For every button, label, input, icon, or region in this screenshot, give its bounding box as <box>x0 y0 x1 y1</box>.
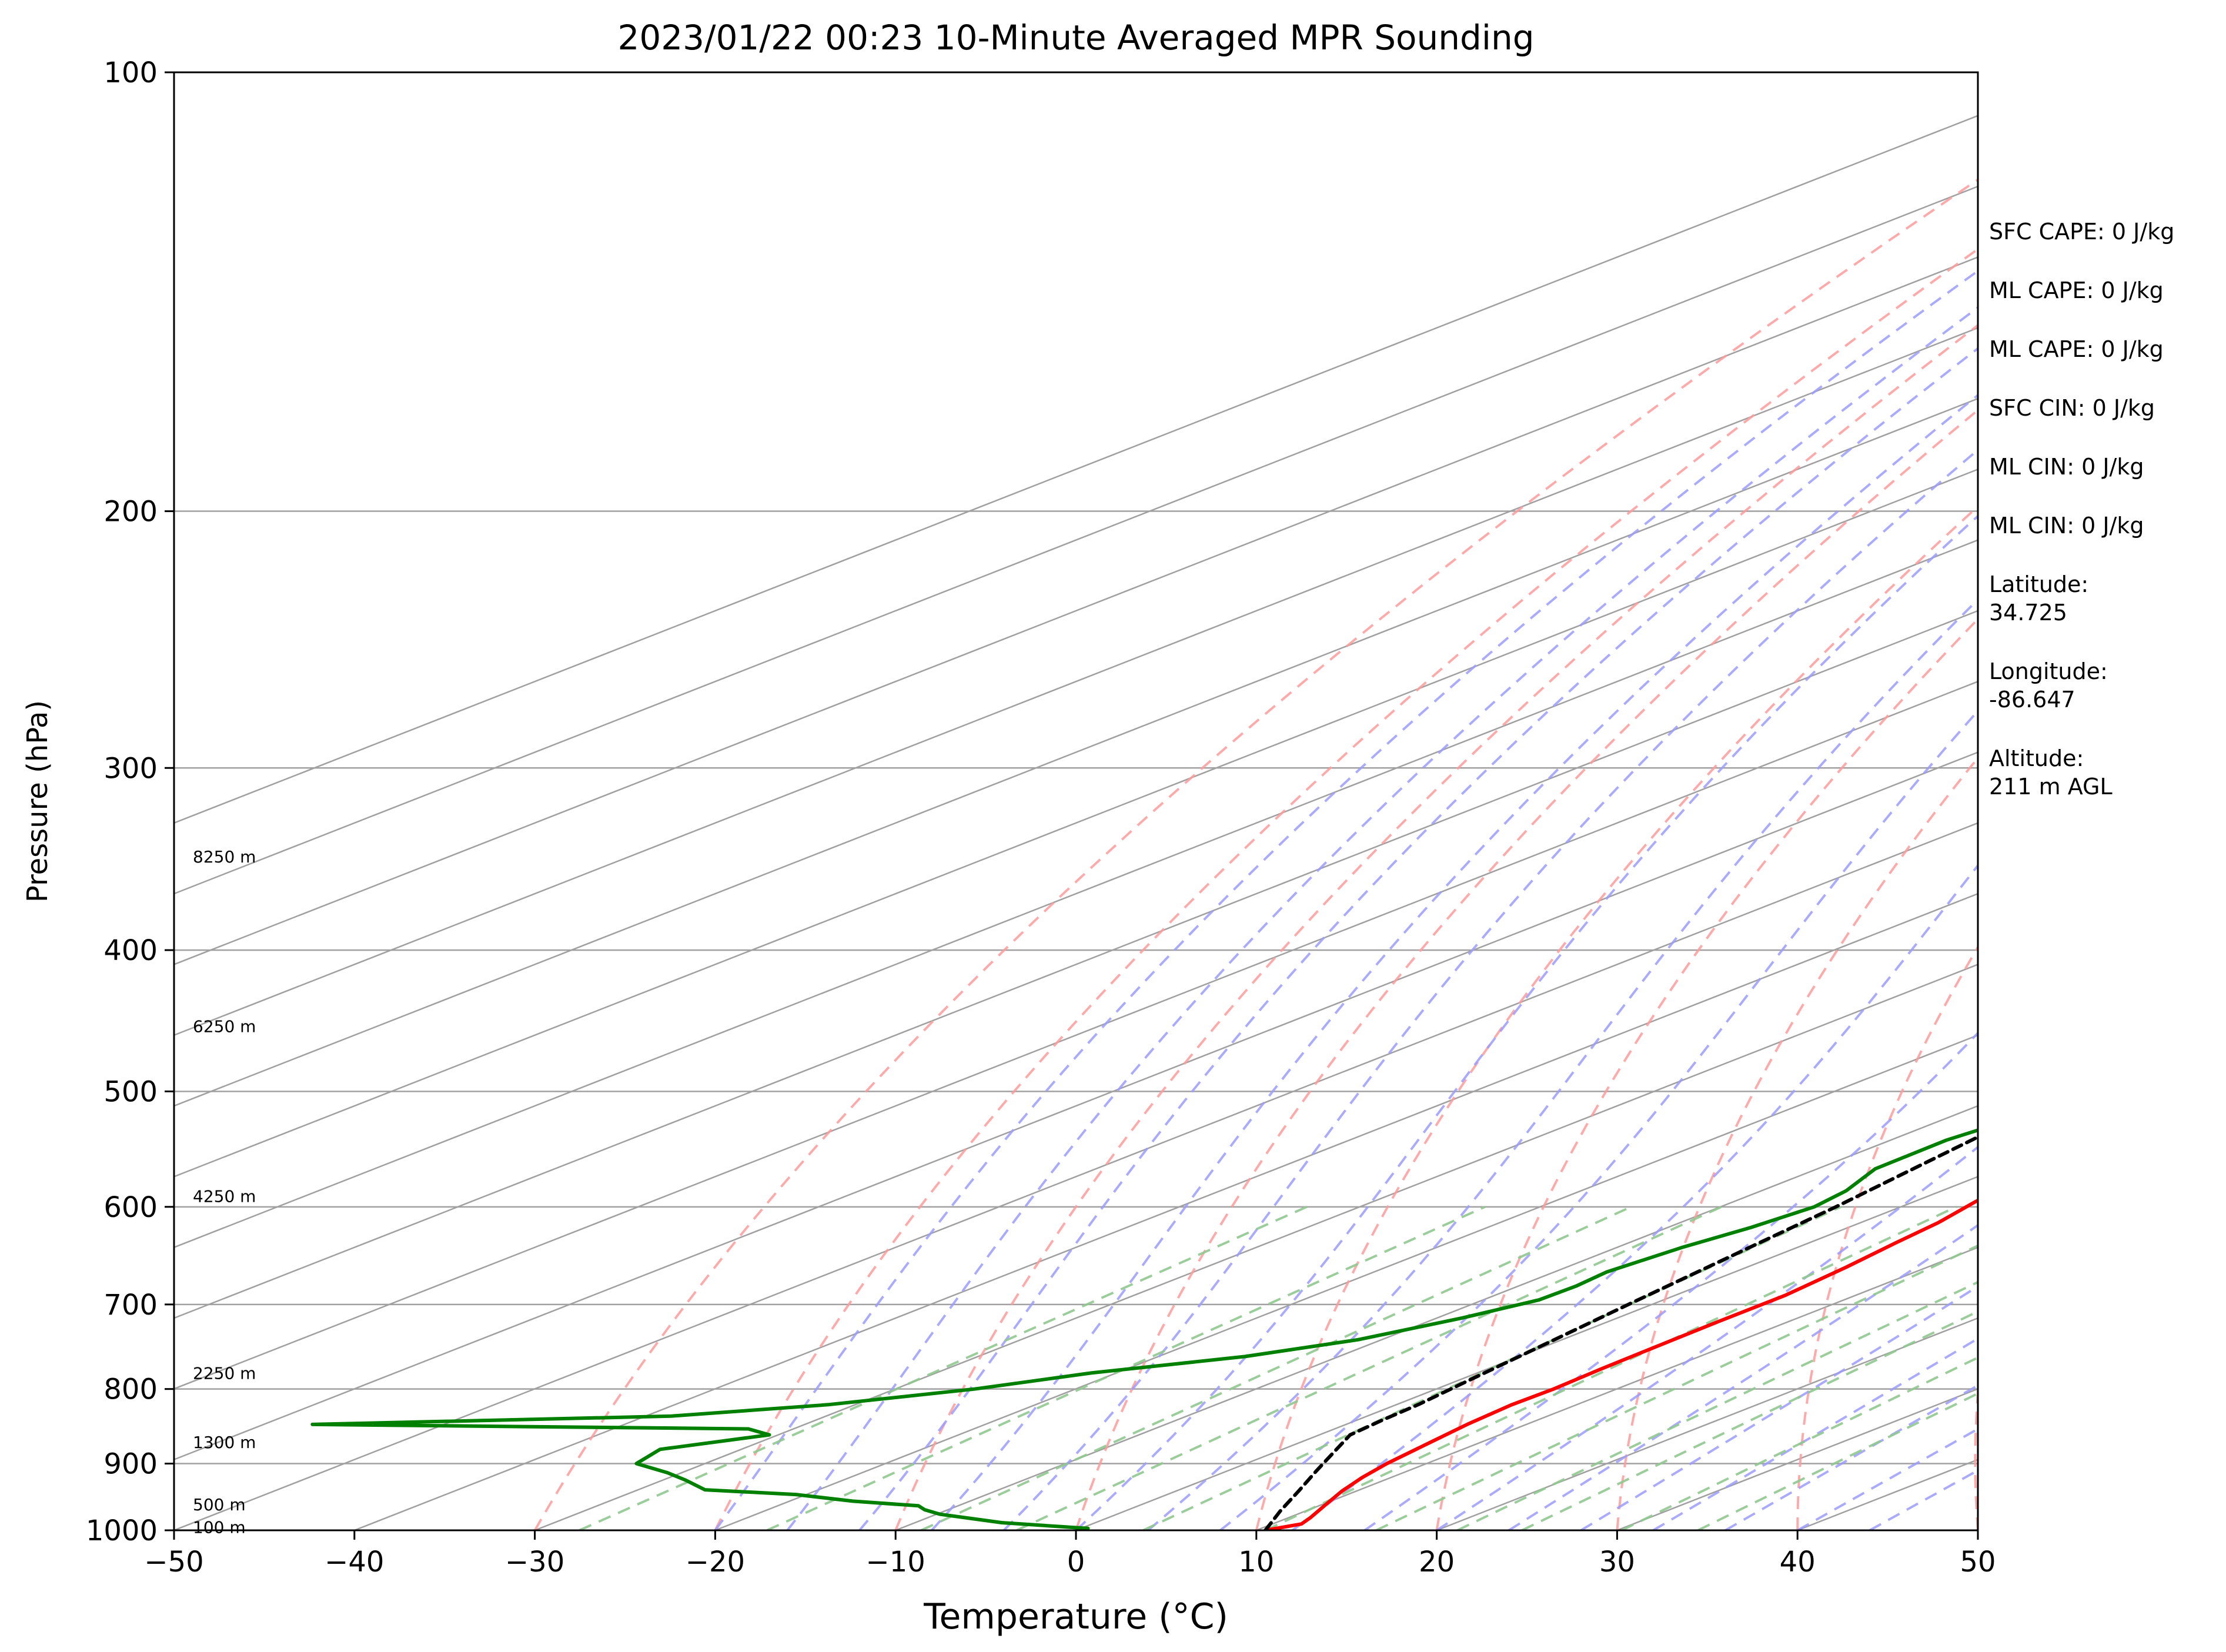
dry-adiabat-line <box>1075 408 1978 1530</box>
x-tick-label: 50 <box>1960 1546 1996 1579</box>
mixing-ratio-line <box>579 1205 1308 1530</box>
dry-adiabat-line <box>1255 504 1978 1530</box>
mixing-ratio-line <box>766 1205 1486 1530</box>
dewpoint-profile-line <box>310 1128 1978 1530</box>
y-tick-label: 700 <box>103 1289 158 1322</box>
isotherm-line <box>174 185 1978 895</box>
mixing-ratio-line <box>1521 1310 1978 1530</box>
isotherm-line <box>354 892 1978 1530</box>
isotherm-line <box>1256 1246 1978 1530</box>
isotherm-line <box>174 256 1978 965</box>
y-tick-label: 900 <box>103 1448 158 1481</box>
x-tick-label: 0 <box>1067 1546 1085 1579</box>
chart-title: 2023/01/22 00:23 10-Minute Averaged MPR … <box>617 18 1534 58</box>
moist-adiabat-line <box>1219 709 1978 1530</box>
moist-adiabat-line <box>1580 1285 1978 1530</box>
isotherm-line <box>174 327 1978 1036</box>
mixing-ratio-line <box>1016 1205 1722 1530</box>
moist-adiabat-line <box>858 347 1978 1530</box>
isotherm-line <box>174 539 1978 1249</box>
height-label: 4250 m <box>193 1187 256 1206</box>
y-tick-label: 300 <box>103 752 158 785</box>
y-tick-label: 1000 <box>86 1514 158 1547</box>
y-tick-label: 200 <box>103 496 158 529</box>
dry-adiabat-line <box>1796 945 1978 1530</box>
moist-adiabat-line <box>1652 1337 1978 1530</box>
x-tick-label: 30 <box>1599 1546 1635 1579</box>
isotherm-line <box>174 397 1978 1107</box>
mixing-ratio-line <box>1265 1205 1957 1530</box>
sounding-info-item: ML CAPE: 0 J/kg <box>1989 336 2164 362</box>
temperature-profile-line <box>1264 1198 1978 1530</box>
x-tick-label: −20 <box>686 1546 745 1579</box>
moist-adiabat-line <box>931 393 1978 1530</box>
moist-adiabat-line <box>1147 597 1978 1530</box>
mixing-ratio-line <box>1456 1280 1978 1530</box>
dry-adiabat-line <box>1435 617 1978 1530</box>
dry-adiabat-line <box>533 178 1978 1530</box>
y-tick-label: 500 <box>103 1075 158 1108</box>
height-label: 8250 m <box>193 847 256 867</box>
height-label: 500 m <box>193 1495 246 1514</box>
isotherm-line <box>174 751 1978 1461</box>
mixing-ratio-line <box>1375 1244 1978 1530</box>
x-axis-label: Temperature (°C) <box>923 1596 1228 1637</box>
x-tick-label: −40 <box>325 1546 384 1579</box>
isotherm-line <box>174 468 1978 1178</box>
moist-adiabat-line <box>1292 863 1978 1530</box>
dry-adiabat-line <box>714 248 1978 1530</box>
x-tick-label: −30 <box>505 1546 564 1579</box>
sounding-info-item: Longitude: -86.647 <box>1989 658 2108 713</box>
height-label: 1300 m <box>193 1433 256 1452</box>
y-tick-label: 400 <box>103 934 158 967</box>
y-tick-label: 600 <box>103 1191 158 1224</box>
moist-adiabat-line <box>1363 1031 1978 1530</box>
x-tick-label: −10 <box>866 1546 925 1579</box>
sounding-info-item: Latitude: 34.725 <box>1989 571 2089 626</box>
isotherm-line <box>174 610 1978 1319</box>
isotherm-line <box>174 680 1978 1390</box>
y-axis-label: Pressure (hPa) <box>21 700 54 902</box>
x-tick-label: 10 <box>1238 1546 1274 1579</box>
height-label: 6250 m <box>193 1016 256 1036</box>
sounding-info-item: ML CIN: 0 J/kg <box>1989 454 2144 480</box>
isotherm-line <box>534 964 1978 1530</box>
isotherm-line <box>895 1105 1978 1530</box>
mixing-ratio-line <box>920 1205 1632 1530</box>
height-label: 2250 m <box>193 1363 256 1383</box>
moist-adiabat-line <box>786 306 1978 1530</box>
isotherm-line <box>174 822 1978 1530</box>
sounding-info-panel: SFC CAPE: 0 J/kg ML CAPE: 0 J/kg ML CAPE: … <box>1989 218 2218 831</box>
x-tick-label: 20 <box>1419 1546 1455 1579</box>
y-tick-label: 800 <box>103 1373 158 1406</box>
mixing-ratio-line <box>1621 1356 1978 1530</box>
sounding-info-item: Altitude: 211 m AGL <box>1989 745 2113 800</box>
parcel-profile-line <box>1264 1135 1978 1530</box>
sounding-info-item: ML CAPE: 0 J/kg <box>1989 277 2164 303</box>
height-label: 100 m <box>193 1518 246 1537</box>
x-tick-label: 40 <box>1780 1546 1816 1579</box>
y-tick-label: 100 <box>103 56 158 89</box>
sounding-info-item: ML CIN: 0 J/kg <box>1989 513 2144 539</box>
isotherm-line <box>174 115 1978 824</box>
sounding-info-item: SFC CAPE: 0 J/kg <box>1989 219 2175 245</box>
isotherm-line <box>714 1034 1978 1530</box>
sounding-info-item: SFC CIN: 0 J/kg <box>1989 395 2155 421</box>
moist-adiabat-line <box>714 269 1978 1530</box>
x-tick-label: −50 <box>144 1546 203 1579</box>
moist-adiabat-line <box>1002 448 1978 1530</box>
